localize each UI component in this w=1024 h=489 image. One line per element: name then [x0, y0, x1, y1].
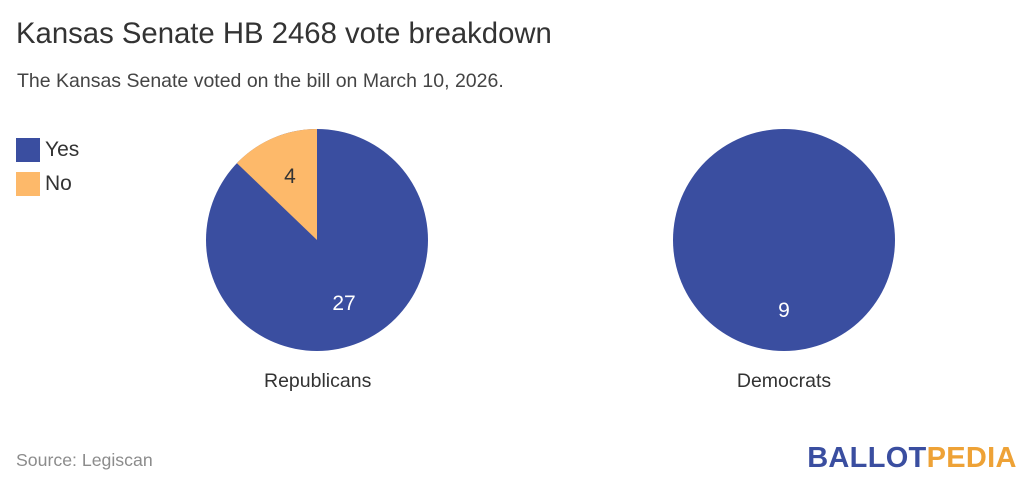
svg-text:4: 4 — [284, 165, 296, 188]
svg-text:9: 9 — [778, 299, 790, 322]
svg-text:27: 27 — [332, 292, 355, 315]
